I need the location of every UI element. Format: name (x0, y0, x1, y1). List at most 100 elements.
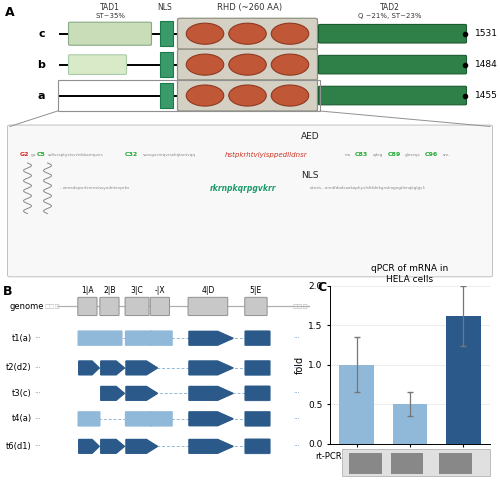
FancyBboxPatch shape (125, 331, 152, 346)
Text: RHD (~260 AA): RHD (~260 AA) (218, 3, 282, 12)
Polygon shape (101, 439, 124, 453)
Text: t2(d2): t2(d2) (6, 363, 32, 372)
Polygon shape (101, 361, 124, 375)
Text: ···: ··· (34, 390, 42, 396)
Text: dcees...nmdfdadsaakaphyvlsftfdnkgnskagngtlenqkglgv1: dcees...nmdfdadsaakaphyvlsftfdnkgnskagng… (310, 186, 426, 190)
FancyBboxPatch shape (245, 360, 270, 376)
Text: C83: C83 (355, 152, 368, 157)
Text: ···: ··· (293, 443, 300, 449)
FancyBboxPatch shape (8, 125, 492, 277)
Text: 3|C: 3|C (130, 286, 143, 295)
Bar (160, 83, 172, 108)
FancyBboxPatch shape (78, 297, 97, 316)
Bar (439, 453, 472, 474)
FancyBboxPatch shape (78, 331, 100, 346)
Polygon shape (126, 361, 158, 375)
FancyBboxPatch shape (318, 55, 466, 74)
Text: b: b (37, 60, 45, 70)
Text: ms: ms (345, 152, 351, 157)
Text: ···: ··· (293, 365, 300, 371)
FancyBboxPatch shape (150, 411, 172, 426)
Text: C89: C89 (388, 152, 401, 157)
Text: ga: ga (31, 152, 36, 157)
FancyBboxPatch shape (68, 55, 126, 74)
Bar (340, 365, 374, 444)
FancyBboxPatch shape (188, 297, 228, 316)
FancyBboxPatch shape (150, 331, 172, 346)
Polygon shape (101, 387, 124, 400)
FancyBboxPatch shape (245, 411, 270, 426)
Text: sm-: sm- (442, 152, 450, 157)
Text: c: c (38, 29, 45, 39)
Text: rkrnpkqrpgvkrr: rkrnpkqrpgvkrr (210, 184, 276, 193)
Polygon shape (79, 439, 99, 453)
Ellipse shape (186, 54, 224, 75)
Text: G2: G2 (20, 152, 30, 157)
Polygon shape (126, 439, 158, 453)
Text: ssavgvsnrqvrsekqtsntvqq: ssavgvsnrqvrsekqtsntvqq (142, 152, 196, 157)
Text: rt-PCR: rt-PCR (315, 453, 342, 461)
Text: NLS: NLS (158, 3, 172, 12)
Ellipse shape (229, 23, 266, 44)
FancyBboxPatch shape (68, 22, 152, 45)
FancyBboxPatch shape (125, 297, 149, 316)
FancyBboxPatch shape (150, 297, 170, 316)
Text: t3(c): t3(c) (12, 389, 32, 398)
Ellipse shape (186, 23, 224, 44)
FancyBboxPatch shape (245, 386, 270, 401)
Text: ssftsssptystsvrtdskarnqves: ssftsssptystsvrtdskarnqves (48, 152, 103, 157)
Bar (390, 453, 423, 474)
Polygon shape (189, 439, 233, 453)
Text: 4|D: 4|D (201, 286, 214, 295)
Text: t1(a): t1(a) (12, 334, 32, 343)
Ellipse shape (186, 85, 224, 106)
Text: NLS: NLS (301, 172, 319, 180)
FancyBboxPatch shape (178, 18, 318, 49)
Text: ···: ··· (34, 416, 42, 422)
Text: TAD1: TAD1 (100, 3, 120, 12)
Title: qPCR of mRNA in
HELA cells: qPCR of mRNA in HELA cells (372, 264, 448, 284)
FancyBboxPatch shape (318, 25, 466, 43)
Bar (160, 52, 172, 77)
Text: qdeg: qdeg (372, 152, 383, 157)
Text: 2|B: 2|B (103, 286, 116, 295)
Text: gleseqs: gleseqs (405, 152, 420, 157)
Text: t4(a): t4(a) (12, 414, 32, 423)
Text: C32: C32 (125, 152, 138, 157)
Text: ···: ··· (34, 443, 42, 449)
Bar (58, 80, 320, 111)
Ellipse shape (229, 54, 266, 75)
Bar (349, 453, 382, 474)
Text: genome: genome (10, 302, 44, 311)
Polygon shape (189, 412, 233, 425)
Text: □□□: □□□ (293, 304, 308, 309)
Polygon shape (189, 387, 233, 400)
Ellipse shape (271, 54, 309, 75)
Text: Q ~21%, ST~23%: Q ~21%, ST~23% (358, 13, 422, 19)
FancyBboxPatch shape (245, 297, 267, 316)
FancyBboxPatch shape (125, 411, 152, 426)
FancyBboxPatch shape (318, 86, 466, 105)
Text: TAD2: TAD2 (380, 3, 400, 12)
Text: ···: ··· (293, 335, 300, 341)
Text: ···: ··· (34, 365, 42, 371)
FancyBboxPatch shape (342, 449, 490, 476)
Ellipse shape (271, 23, 309, 44)
Text: 1455: 1455 (475, 91, 498, 100)
Y-axis label: fold: fold (295, 356, 305, 374)
Text: -|X: -|X (154, 286, 165, 295)
Ellipse shape (271, 85, 309, 106)
Text: B: B (3, 285, 13, 298)
Text: 1484: 1484 (475, 60, 498, 69)
Text: C96: C96 (425, 152, 438, 157)
Polygon shape (189, 331, 233, 345)
FancyBboxPatch shape (245, 439, 270, 454)
Text: ···: ··· (34, 335, 42, 341)
Polygon shape (189, 361, 233, 375)
Text: 1|A: 1|A (81, 286, 94, 295)
FancyBboxPatch shape (178, 49, 318, 80)
Text: t6(d1): t6(d1) (6, 442, 32, 451)
Text: - wmedspsnfsnmstssyndntevprks: - wmedspsnfsnmstssyndntevprks (60, 186, 129, 190)
Text: hstpkrhtvlyisppedlldnsr: hstpkrhtvlyisppedlldnsr (225, 151, 308, 158)
Text: ST~35%: ST~35% (95, 13, 125, 19)
